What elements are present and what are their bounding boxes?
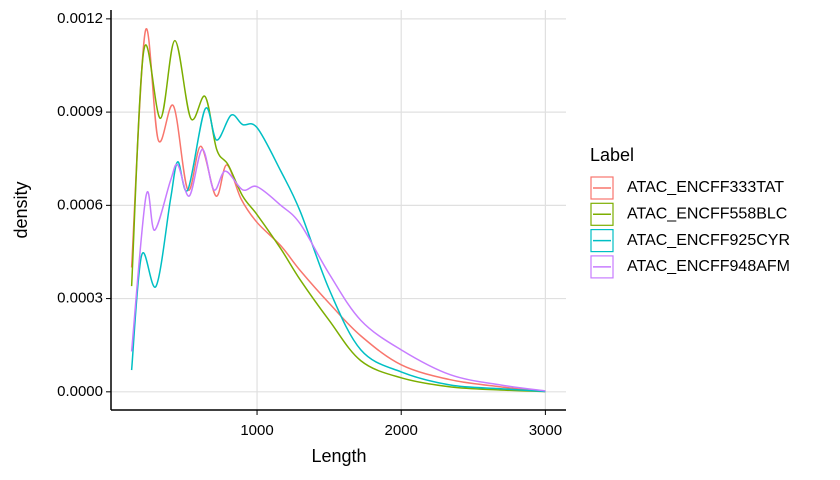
y-tick-label: 0.0000 [57,383,103,400]
x-tick-label: 3000 [529,422,562,439]
x-tick-label: 1000 [240,422,273,439]
y-tick-label: 0.0003 [57,290,103,307]
density-line [130,27,546,393]
legend-label: ATAC_ENCFF948AFM [627,258,790,275]
y-tick-label: 0.0009 [57,103,103,120]
y-axis-title: density [11,181,31,238]
x-axis-title: Length [311,446,366,466]
legend-label: ATAC_ENCFF558BLC [627,206,787,223]
density-line [130,148,546,392]
x-tick-label: 2000 [385,422,418,439]
legend-label: ATAC_ENCFF925CYR [627,232,790,249]
density-line [130,39,546,393]
legend-title: Label [590,145,634,165]
y-tick-label: 0.0012 [57,10,103,27]
density-line [130,107,546,393]
legend-label: ATAC_ENCFF333TAT [627,179,784,196]
y-tick-label: 0.0006 [57,196,103,213]
